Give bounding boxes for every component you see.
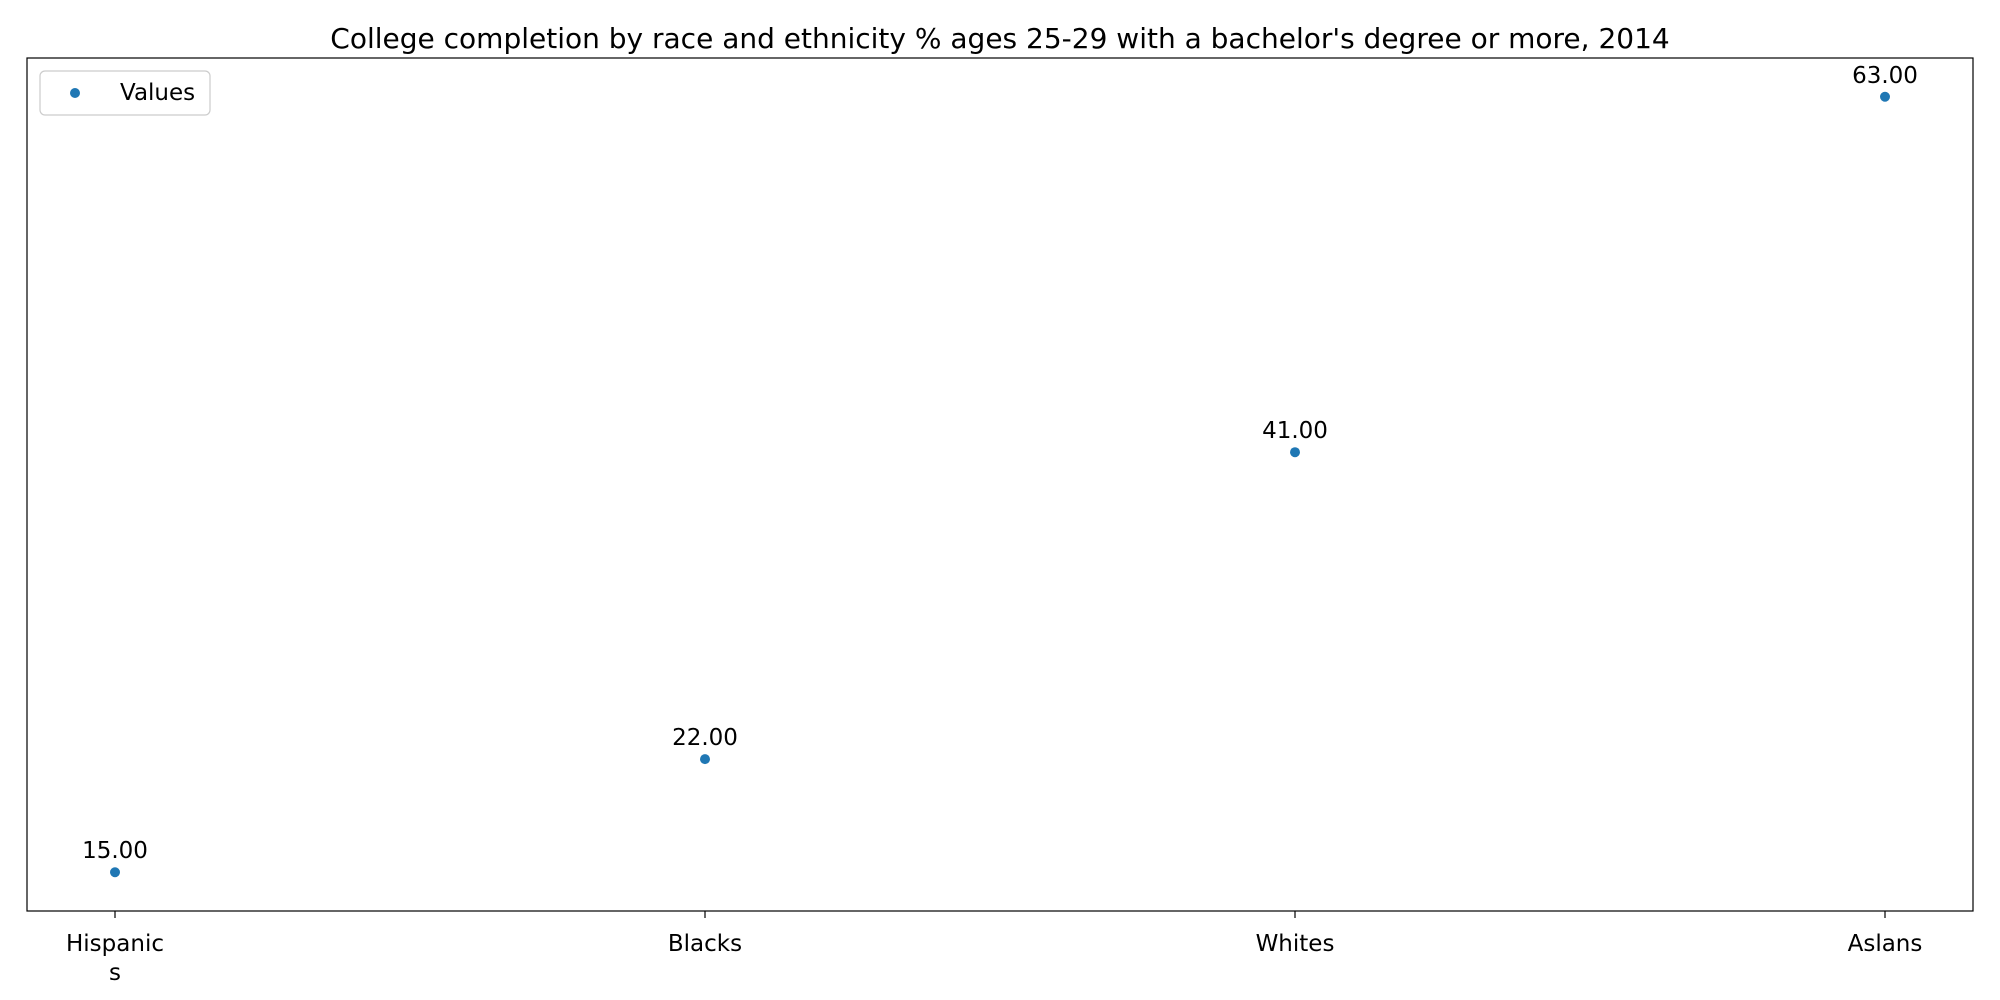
x-tick-label: Blacks bbox=[668, 931, 742, 957]
legend-box bbox=[39, 70, 211, 116]
data-label: 41.00 bbox=[1262, 418, 1328, 444]
x-axis: Hispanic s Blacks Whites Aslans bbox=[66, 911, 1922, 986]
legend-marker bbox=[70, 88, 80, 98]
x-tick-label: Hispanic s bbox=[66, 931, 164, 986]
legend: Values bbox=[39, 70, 211, 116]
x-tick-label: Whites bbox=[1256, 931, 1335, 957]
x-tick-label: Aslans bbox=[1848, 931, 1923, 957]
legend-label: Values bbox=[120, 80, 195, 106]
chart-title: College completion by race and ethnicity… bbox=[330, 22, 1669, 55]
data-label: 63.00 bbox=[1852, 63, 1918, 89]
data-label: 15.00 bbox=[82, 838, 148, 864]
plot-area bbox=[26, 57, 1974, 912]
data-point bbox=[1880, 91, 1890, 102]
data-points bbox=[110, 91, 1890, 878]
data-label: 22.00 bbox=[672, 725, 738, 751]
data-point bbox=[700, 754, 710, 765]
data-point bbox=[1290, 447, 1300, 458]
data-point bbox=[110, 867, 120, 878]
data-labels: 15.00 22.00 41.00 63.00 bbox=[82, 63, 1918, 864]
